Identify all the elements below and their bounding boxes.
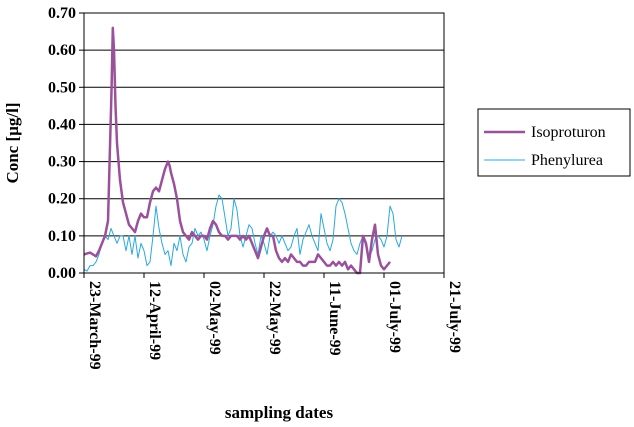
x-axis-title: sampling dates [225, 403, 334, 422]
series-line-phenylurea [83, 194, 403, 272]
x-axis-ticks: 23-March-99 12-April-99 02-May-99 22-May-99… [83, 273, 463, 370]
y-tick-label: 0.30 [48, 154, 76, 171]
legend-label-isoproturon: Isoproturon [531, 124, 606, 141]
x-tick-label: 22-May-99 [266, 281, 283, 355]
y-axis-title: Conc [µg/l] [3, 102, 22, 183]
y-tick-label: 0.20 [48, 191, 76, 208]
x-tick-label: 12-April-99 [146, 281, 163, 360]
y-tick-label: 0.60 [48, 42, 76, 59]
legend-label-phenylurea: Phenylurea [531, 152, 603, 169]
x-tick-label: 01-July-99 [386, 281, 403, 353]
x-tick-label: 02-May-99 [206, 281, 223, 355]
x-tick-label: 23-March-99 [86, 281, 103, 370]
y-tick-label: 0.10 [48, 228, 76, 245]
x-tick-label: 21-July-99 [446, 281, 463, 353]
y-tick-label: 0.00 [48, 265, 76, 282]
y-tick-label: 0.70 [48, 5, 76, 22]
legend: Isoproturon Phenylurea [477, 108, 631, 177]
horizontal-gridlines [84, 12, 444, 237]
y-tick-label: 0.40 [48, 116, 76, 133]
x-tick-label: 11-June-99 [326, 281, 343, 356]
series-line-isoproturon [83, 26, 391, 275]
y-axis-ticks: 0.00 0.10 0.20 0.30 0.40 0.50 0.60 0.70 [48, 5, 84, 282]
series-layer [83, 26, 403, 275]
legend-box [477, 108, 631, 177]
y-tick-label: 0.50 [48, 79, 76, 96]
